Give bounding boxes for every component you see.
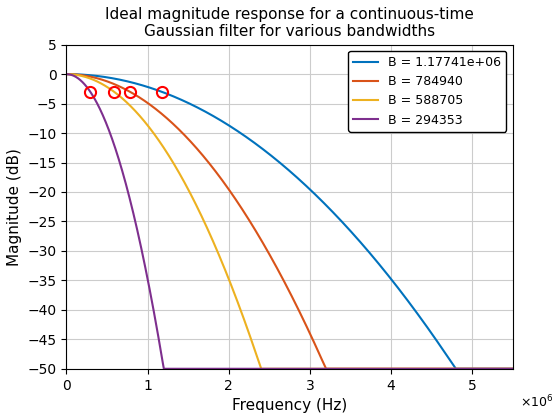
B = 588705: [258, 366, 264, 371]
B = 294353: [63, 72, 70, 77]
B = 784940: [509, 366, 516, 371]
B = 588705: [63, 72, 70, 77]
B = 294353: [151, 310, 157, 315]
B = 1.17741e+06: [65, 72, 72, 77]
B = 294353: [509, 366, 516, 371]
B = 784940: [82, 73, 88, 78]
B = 1.17741e+06: [281, 164, 288, 169]
B = 1.17741e+06: [452, 366, 459, 371]
B = 294353: [160, 366, 167, 371]
B = 784940: [281, 280, 288, 285]
B = 784940: [90, 75, 96, 80]
Line: B = 588705: B = 588705: [67, 74, 512, 369]
B = 588705: [486, 366, 492, 371]
B = 1.17741e+06: [82, 72, 88, 77]
B = 1.17741e+06: [90, 73, 96, 78]
B = 588705: [82, 74, 88, 79]
Line: B = 1.17741e+06: B = 1.17741e+06: [67, 74, 512, 369]
B = 588705: [90, 77, 96, 82]
B = 1.17741e+06: [486, 366, 492, 371]
Legend: B = 1.17741e+06, B = 784940, B = 588705, B = 294353: B = 1.17741e+06, B = 784940, B = 588705,…: [348, 51, 506, 132]
B = 588705: [151, 131, 157, 136]
B = 784940: [486, 366, 492, 371]
Line: B = 784940: B = 784940: [67, 74, 512, 369]
Line: B = 294353: B = 294353: [67, 74, 512, 369]
B = 1.17741e+06: [63, 72, 70, 77]
B = 784940: [323, 366, 329, 371]
B = 1.17741e+06: [151, 87, 157, 92]
B = 588705: [65, 72, 72, 77]
X-axis label: Frequency (Hz): Frequency (Hz): [232, 398, 347, 413]
Y-axis label: Magnitude (dB): Magnitude (dB): [7, 148, 22, 266]
B = 294353: [65, 72, 72, 77]
B = 588705: [281, 366, 288, 371]
Text: $\times 10^6$: $\times 10^6$: [520, 394, 553, 411]
B = 588705: [509, 366, 516, 371]
B = 294353: [90, 94, 96, 99]
B = 294353: [486, 366, 492, 371]
B = 294353: [82, 82, 88, 87]
B = 1.17741e+06: [509, 366, 516, 371]
Title: Ideal magnitude response for a continuous-time
Gaussian filter for various bandw: Ideal magnitude response for a continuou…: [105, 7, 474, 39]
B = 784940: [65, 72, 72, 77]
B = 784940: [151, 105, 157, 110]
B = 784940: [63, 72, 70, 77]
B = 294353: [281, 366, 288, 371]
